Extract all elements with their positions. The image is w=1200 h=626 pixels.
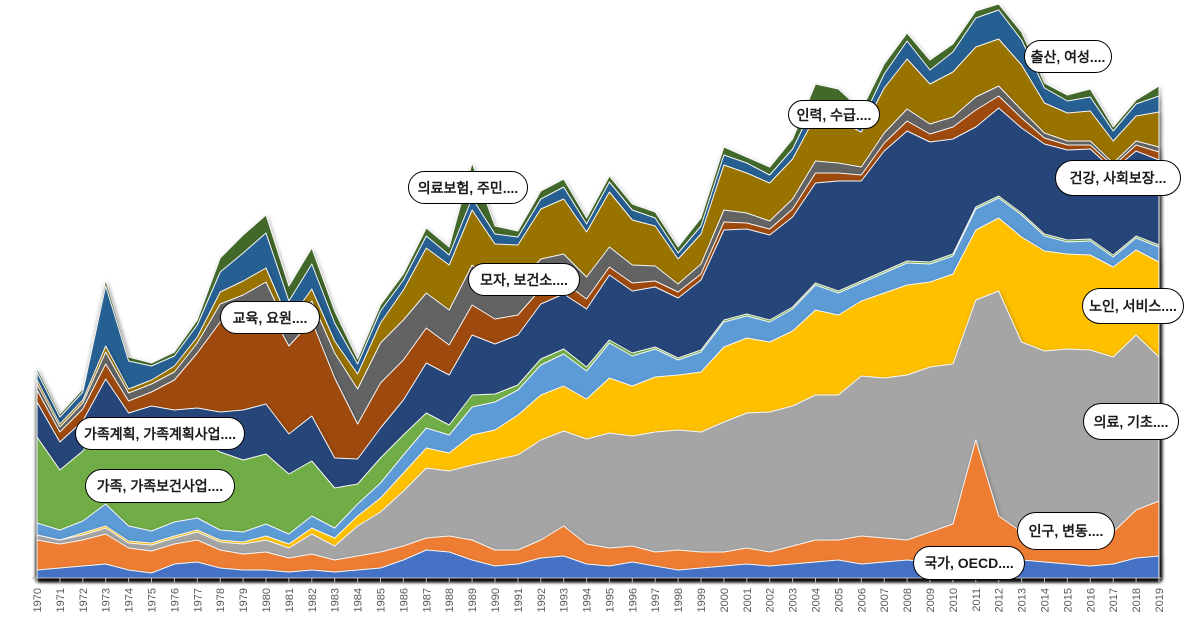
- x-axis-label: 2015: [1062, 588, 1074, 612]
- callout-elderly-services: 노인, 서비스....: [1082, 288, 1184, 324]
- x-axis-label: 2012: [994, 588, 1006, 612]
- x-axis-label: 1997: [650, 588, 662, 612]
- callout-label: 의료, 기초....: [1093, 413, 1169, 430]
- x-axis-label: 1971: [55, 588, 67, 612]
- x-axis-label: 1979: [238, 588, 250, 612]
- x-axis-label: 1983: [330, 588, 342, 612]
- x-axis-label: 1973: [101, 588, 113, 612]
- x-axis-label: 2004: [811, 588, 823, 612]
- x-axis-label: 2005: [833, 588, 845, 612]
- x-axis-label: 2001: [742, 588, 754, 612]
- area-series-group: [36, 3, 1160, 579]
- x-axis-label: 1985: [376, 588, 388, 612]
- callout-education-personnel: 교육, 요원....: [220, 301, 320, 334]
- callout-label: 가족계획, 가족계획사업....: [83, 425, 237, 442]
- callout-label: 의료보험, 주민....: [417, 179, 519, 196]
- area-country-oecd: [36, 549, 1160, 579]
- callout-birth-women: 출산, 여성....: [1024, 40, 1112, 73]
- x-axis-label: 1982: [307, 588, 319, 612]
- x-axis-labels: 1970 1971 1972 1973 1974 1975 1976 1977 1978 1979…: [32, 588, 1166, 612]
- x-axis-label: 2013: [1017, 588, 1029, 612]
- callout-health-social-security: 건강, 사회보장...: [1055, 160, 1181, 196]
- x-axis-label: 1972: [78, 588, 90, 612]
- x-axis-label: 2008: [902, 588, 914, 612]
- callout-manpower-supply: 인력, 수급....: [788, 100, 880, 129]
- callout-mother-child-health-center: 모자, 보건소....: [468, 263, 580, 296]
- callout-label: 국가, OECD....: [924, 555, 1014, 571]
- x-axis-label: 2014: [1040, 588, 1052, 612]
- x-axis-label: 1991: [513, 588, 525, 612]
- callout-family-planning: 가족계획, 가족계획사업....: [75, 417, 245, 450]
- x-axis-label: 1988: [444, 588, 456, 612]
- x-axis-label: 1986: [398, 588, 410, 612]
- x-axis-label: 2018: [1131, 588, 1143, 612]
- x-axis-label: 1981: [284, 588, 296, 612]
- x-axis-label: 2010: [948, 588, 960, 612]
- x-axis-label: 1993: [559, 588, 571, 612]
- callout-label: 노인, 서비스....: [1089, 298, 1177, 314]
- callout-label: 모자, 보건소....: [480, 271, 568, 288]
- x-axis-label: 2009: [925, 588, 937, 612]
- x-axis-label: 2000: [719, 588, 731, 612]
- x-axis-label: 1999: [696, 588, 708, 612]
- callout-medical-basic: 의료, 기초....: [1083, 403, 1179, 440]
- x-axis-label: 1998: [673, 588, 685, 612]
- x-axis-label: 2002: [765, 588, 777, 612]
- x-axis-ticks: [36, 578, 1160, 583]
- x-axis-label: 1977: [192, 588, 204, 612]
- x-axis-label: 2007: [879, 588, 891, 612]
- callout-label: 인력, 수급....: [796, 106, 872, 123]
- x-axis-label: 1987: [421, 588, 433, 612]
- x-axis-label: 1980: [261, 588, 273, 612]
- callout-medical-insurance-residents: 의료보험, 주민....: [408, 171, 528, 204]
- callout-label: 가족, 가족보건사업....: [96, 478, 224, 494]
- x-axis-label: 1990: [490, 588, 502, 612]
- x-axis-label: 2017: [1108, 588, 1120, 612]
- callout-label: 건강, 사회보장...: [1069, 170, 1167, 186]
- x-axis-label: 1978: [215, 588, 227, 612]
- callout-label: 교육, 요원....: [232, 309, 308, 326]
- x-axis-label: 1995: [604, 588, 616, 612]
- x-axis-label: 1984: [353, 588, 365, 612]
- x-axis-label: 1970: [32, 588, 44, 612]
- callout-country-oecd: 국가, OECD....: [913, 546, 1025, 580]
- callout-label: 출산, 여성....: [1030, 48, 1106, 65]
- callout-population-change: 인구, 변동....: [1017, 512, 1115, 550]
- x-axis-label: 1996: [627, 588, 639, 612]
- x-axis-label: 1992: [536, 588, 548, 612]
- x-axis-label: 2016: [1085, 588, 1097, 612]
- x-axis-label: 2019: [1154, 588, 1166, 612]
- x-axis-label: 1989: [467, 588, 479, 612]
- x-axis-label: 2003: [788, 588, 800, 612]
- x-axis-label: 1976: [169, 588, 181, 612]
- x-axis-label: 1975: [147, 588, 159, 612]
- x-axis-label: 1974: [124, 588, 136, 612]
- x-axis-label: 2011: [971, 588, 983, 612]
- area-medical-basic: [36, 290, 1160, 579]
- callout-family-health: 가족, 가족보건사업....: [85, 469, 235, 503]
- callout-label: 인구, 변동....: [1028, 523, 1104, 539]
- x-axis-label: 1994: [582, 588, 594, 612]
- x-axis-label: 2006: [856, 588, 868, 612]
